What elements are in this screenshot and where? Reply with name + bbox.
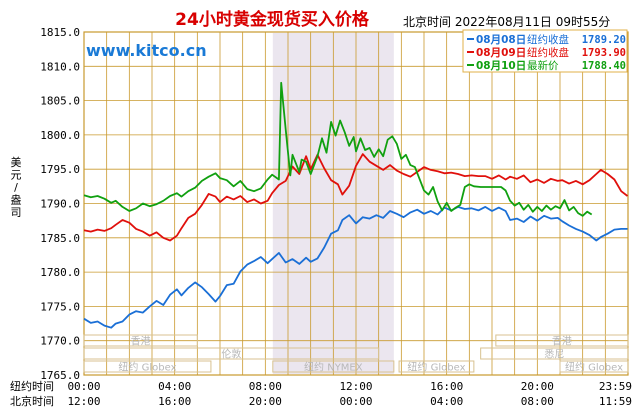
- legend-value: 1788.40: [582, 60, 626, 72]
- x-tick-label: 00:00: [67, 380, 100, 393]
- x-row-name: 北京时间: [10, 394, 54, 408]
- x-tick-label: 20:00: [249, 395, 282, 408]
- y-label-char: 司: [11, 206, 22, 219]
- x-tick-label: 04:00: [158, 380, 191, 393]
- x-tick-label: 11:59: [599, 395, 632, 408]
- y-axis: 1765.0 1770.0 1775.0 1780.0 1785.0 1790.0 1795…: [40, 26, 80, 382]
- session-label: 纽约 NYMEX: [304, 361, 363, 374]
- legend-date: 08月09日: [476, 47, 526, 59]
- session-bar: [480, 347, 629, 360]
- legend-label: 纽约收盘: [527, 46, 569, 59]
- x-tick-label: 16:00: [158, 395, 191, 408]
- session-bar: [398, 360, 475, 373]
- legend-label: 纽约收盘: [527, 33, 569, 46]
- x-tick-label: 12:00: [339, 380, 372, 393]
- legend-item: 08月08日 纽约收盘 1789.20: [467, 33, 626, 46]
- legend-label: 最新价: [527, 59, 559, 72]
- y-label-char: 元: [11, 169, 22, 182]
- session-label: 纽约 Globex: [118, 361, 176, 374]
- y-tick-label: 1780.0: [40, 266, 80, 279]
- y-label-char: 盎: [11, 193, 22, 207]
- session-bar: [559, 360, 629, 373]
- legend-item: 08月09日 纽约收盘 1793.90: [467, 46, 626, 59]
- x-axis: 纽约时间 00:00 04:00 08:00 12:00 16:00 20:00 23:59 北…: [10, 379, 632, 408]
- y-tick-label: 1775.0: [40, 300, 80, 313]
- x-tick-label: 08:00: [249, 380, 282, 393]
- x-tick-label: 00:00: [339, 395, 372, 408]
- session-label: 伦敦: [221, 348, 241, 361]
- legend-item: 08月10日 最新价 1788.40: [467, 59, 626, 72]
- timestamp-label: 北京时间 2022年08月11日 09时55分: [403, 15, 610, 29]
- x-row-name: 纽约时间: [10, 379, 54, 393]
- y-label-char: 美: [11, 156, 22, 169]
- session-bar: [83, 347, 380, 360]
- y-tick-label: 1790.0: [40, 198, 80, 211]
- series-line-2: [83, 153, 629, 242]
- legend-date: 08月10日: [476, 60, 526, 72]
- legend-value: 1793.90: [582, 47, 626, 59]
- y-tick-label: 1815.0: [40, 26, 80, 39]
- y-tick-label: 1800.0: [40, 129, 80, 142]
- x-tick-label: 08:00: [521, 395, 554, 408]
- x-tick-label: 23:59: [599, 380, 632, 393]
- session-label: 纽约 Globex: [565, 361, 623, 374]
- series-line-1: [83, 206, 628, 329]
- session-label: 悉尼: [544, 349, 564, 361]
- session-bar: [83, 360, 212, 373]
- session-bar: [495, 334, 629, 347]
- legend-date: 08月08日: [476, 34, 526, 46]
- y-tick-label: 1810.0: [40, 60, 80, 73]
- grid-lines: [84, 31, 628, 376]
- y-axis-label: 美元/盎司: [11, 156, 22, 219]
- chart-title: 24小时黄金现货买入价格: [175, 9, 370, 30]
- x-tick-label: 20:00: [521, 380, 554, 393]
- y-tick-label: 1765.0: [40, 369, 80, 382]
- y-label-char: /: [14, 181, 18, 194]
- y-tick-label: 1770.0: [40, 335, 80, 348]
- watermark-text: www.kitco.cn: [86, 41, 207, 60]
- session-label: 香港: [131, 336, 151, 348]
- session-bar: [83, 334, 198, 347]
- x-tick-label: 12:00: [67, 395, 100, 408]
- x-tick-label: 04:00: [430, 395, 463, 408]
- y-tick-label: 1785.0: [40, 232, 80, 245]
- session-label: 香港: [552, 336, 572, 348]
- y-tick-label: 1795.0: [40, 163, 80, 176]
- y-tick-label: 1805.0: [40, 95, 80, 108]
- x-tick-label: 16:00: [430, 380, 463, 393]
- series-line-3: [83, 81, 593, 217]
- series-lines: [83, 81, 629, 329]
- session-label: 纽约 Globex: [407, 361, 465, 374]
- session-bar: [272, 360, 395, 373]
- legend-value: 1789.20: [582, 34, 626, 46]
